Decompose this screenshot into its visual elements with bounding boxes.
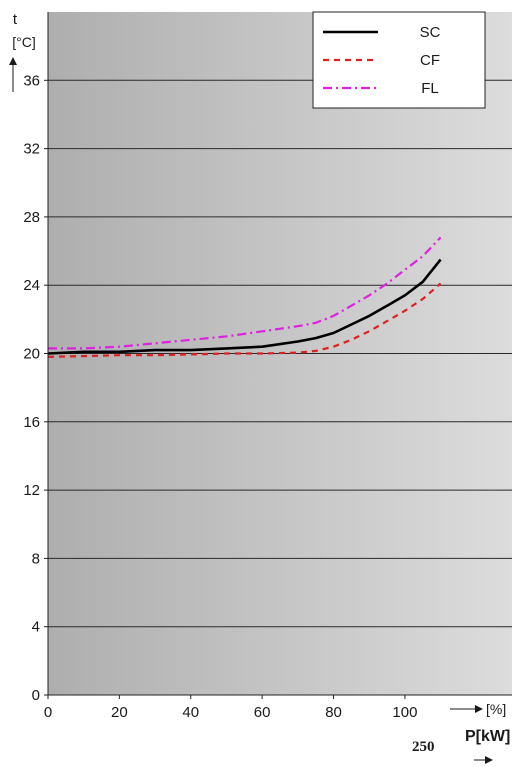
y-axis-unit: [°C] [12,34,36,50]
y-tick-label: 32 [23,141,40,158]
power-label: P[kW] [465,728,510,745]
y-tick-label: 4 [32,619,40,636]
legend: SC CF FL [312,11,486,109]
x-tick-label: 80 [325,704,342,721]
legend-label-cf: CF [420,52,440,69]
x-tick-label: 60 [254,704,271,721]
series-line-sc [47,258,442,355]
x-tick-labels: 0 20 40 60 80 100 [44,695,417,721]
y-tick-labels: 0 4 8 12 16 20 24 28 32 36 [23,72,48,704]
y-tick-label: 20 [23,346,40,363]
x-tick-label: 20 [111,704,128,721]
y-tick-label: 28 [23,209,40,226]
x-tick-label: 40 [182,704,199,721]
legend-label-sc: SC [420,24,441,41]
x-tick-label: 100 [392,704,417,721]
y-tick-label: 36 [23,72,40,89]
y-axis-label: t [13,11,18,28]
grid [48,79,512,628]
power-value: 250 [412,739,435,755]
y-tick-label: 12 [23,482,40,499]
legend-box [312,11,486,109]
y-tick-label: 8 [32,550,40,567]
y-tick-label: 16 [23,414,40,431]
series-line-fl [48,236,442,350]
legend-label-fl: FL [421,80,439,97]
y-tick-label: 24 [23,277,40,294]
series [47,236,442,358]
x-axis-unit: [%] [486,701,506,717]
x-tick-label: 0 [44,704,52,721]
y-tick-label: 0 [32,687,40,704]
series-line-cf [47,282,442,358]
